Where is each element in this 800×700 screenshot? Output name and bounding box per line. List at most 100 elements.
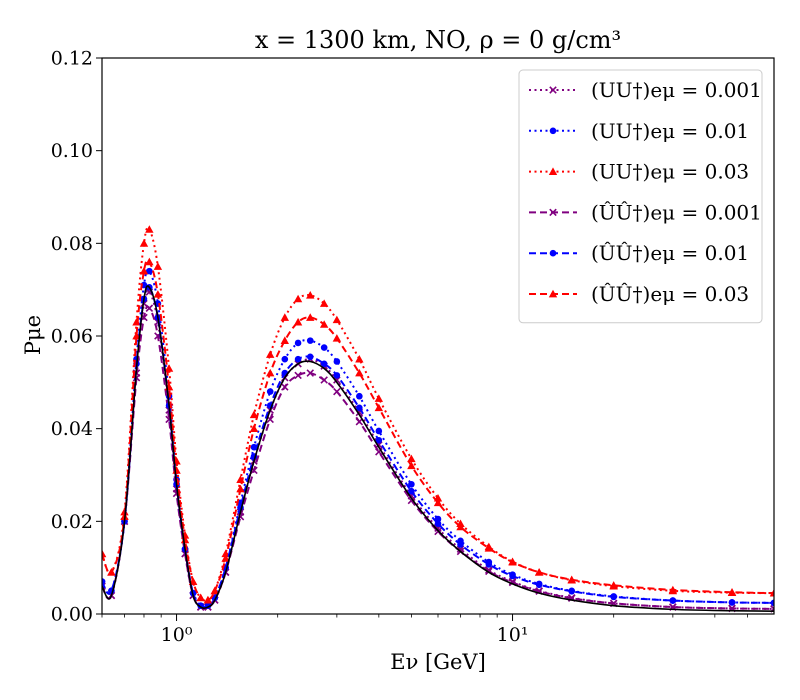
- data-point-5-27: [457, 541, 464, 548]
- legend-marker: [548, 289, 558, 298]
- data-point-6-30: [534, 568, 544, 576]
- data-point-2-5: [146, 267, 153, 275]
- data-point-3-25: [407, 454, 416, 463]
- legend-marker: [549, 86, 557, 94]
- data-point-6-8: [172, 466, 181, 474]
- y-tick-label-4: 0.08: [51, 233, 93, 255]
- legend-item-0: (UU†)eμ = 0.001: [529, 78, 762, 102]
- data-point-5-35: [770, 599, 774, 607]
- data-point-6-29: [508, 557, 517, 566]
- data-point-4-18: [281, 383, 289, 391]
- legend-marker: [549, 127, 557, 135]
- data-point-5-26: [434, 520, 442, 527]
- data-point-6-31: [567, 575, 576, 584]
- data-point-4-22: [333, 387, 341, 396]
- y-tick-label-6: 0.12: [51, 48, 93, 70]
- data-point-6-16: [249, 424, 259, 433]
- data-point-4-5: [145, 304, 154, 312]
- axis-ticks: 0.00 0.02 0.04 0.06 0.08 0.10 0.12 10⁰ 10¹: [51, 48, 748, 646]
- series-line-0: [102, 285, 774, 613]
- data-point-5-20: [306, 353, 314, 361]
- plot-area: [102, 225, 774, 613]
- data-point-4-19: [294, 371, 302, 380]
- data-point-3-19: [293, 294, 303, 303]
- data-point-6-17: [266, 368, 275, 377]
- data-point-2-19: [294, 339, 302, 347]
- legend-item-5: (ÛÛ†)eμ = 0.03: [529, 281, 749, 306]
- data-point-3-5: [145, 225, 154, 233]
- data-point-6-18: [280, 336, 290, 344]
- y-tick-label-5: 0.10: [51, 140, 93, 162]
- data-point-1-28: [485, 566, 493, 574]
- data-point-5-24: [375, 436, 383, 444]
- data-point-3-16: [249, 410, 259, 419]
- x-tick-label-0: 10⁰: [161, 624, 193, 646]
- series-4: [102, 304, 774, 613]
- data-point-3-20: [306, 291, 315, 299]
- data-point-6-6: [153, 290, 163, 298]
- data-point-6-5: [145, 257, 154, 266]
- data-point-5-33: [669, 597, 677, 604]
- data-point-6-4: [139, 266, 149, 275]
- data-point-2-24: [375, 427, 383, 435]
- y-tick-label-1: 0.02: [51, 511, 93, 533]
- legend-label: (ÛÛ†)eμ = 0.03: [591, 281, 749, 306]
- data-point-3-14: [221, 549, 230, 558]
- data-point-5-28: [485, 561, 493, 568]
- legend-marker: [549, 249, 557, 257]
- data-point-5-31: [568, 587, 576, 595]
- series-5: [102, 284, 774, 609]
- legend: (UU†)eμ = 0.001 (UU†)eμ = 0.01 (UU†)eμ = 0…: [518, 69, 763, 324]
- data-point-6-28: [484, 544, 494, 552]
- data-point-6-27: [456, 522, 465, 531]
- data-point-3-24: [374, 394, 384, 402]
- data-point-6-26: [433, 498, 443, 507]
- data-point-5-29: [509, 572, 516, 580]
- data-point-2-23: [356, 392, 363, 400]
- data-point-6-19: [293, 317, 303, 326]
- legend-box: [518, 69, 763, 324]
- data-point-6-21: [319, 320, 329, 328]
- legend-marker: [549, 208, 557, 217]
- data-point-3-18: [280, 313, 290, 321]
- data-point-6-35: [769, 588, 774, 597]
- data-point-6-14: [221, 554, 230, 562]
- y-tick-label-0: 0.00: [51, 604, 93, 626]
- data-point-4-21: [320, 376, 328, 384]
- data-point-5-0: [102, 578, 106, 585]
- y-axis-label: Pμe: [21, 315, 45, 355]
- legend-item-2: (UU†)eμ = 0.03: [529, 160, 749, 184]
- series-0: [102, 285, 774, 613]
- series-line-5: [102, 285, 774, 608]
- data-point-2-17: [266, 388, 274, 395]
- series-line-1: [102, 289, 774, 610]
- data-point-4-20: [306, 369, 315, 377]
- data-point-2-20: [306, 337, 314, 344]
- data-point-6-34: [727, 588, 737, 596]
- data-point-6-13: [210, 586, 220, 595]
- legend-label: (ÛÛ†)eμ = 0.01: [591, 240, 749, 265]
- series-line-4: [102, 305, 774, 610]
- data-point-2-22: [333, 358, 341, 365]
- series-6: [102, 257, 774, 604]
- data-point-5-19: [294, 355, 302, 363]
- data-point-3-21: [319, 299, 329, 307]
- data-point-3-22: [332, 315, 342, 324]
- data-point-6-12: [203, 595, 213, 604]
- x-tick-label-1: 10¹: [497, 624, 529, 646]
- data-point-5-30: [535, 581, 543, 589]
- legend-marker: [548, 167, 558, 175]
- data-point-2-21: [320, 344, 328, 351]
- data-point-2-18: [281, 355, 289, 363]
- data-point-5-32: [610, 593, 617, 601]
- data-point-4-25: [407, 496, 416, 505]
- data-point-6-24: [374, 403, 384, 412]
- data-point-6-1: [107, 568, 116, 576]
- legend-label: (UU†)eμ = 0.03: [591, 160, 749, 184]
- legend-item-3: (ÛÛ†)eμ = 0.001: [529, 199, 762, 224]
- data-point-6-25: [407, 461, 416, 470]
- data-point-6-23: [355, 368, 364, 377]
- legend-label: (ÛÛ†)eμ = 0.001: [591, 199, 762, 224]
- data-point-5-34: [728, 599, 736, 606]
- data-point-6-0: [102, 549, 107, 558]
